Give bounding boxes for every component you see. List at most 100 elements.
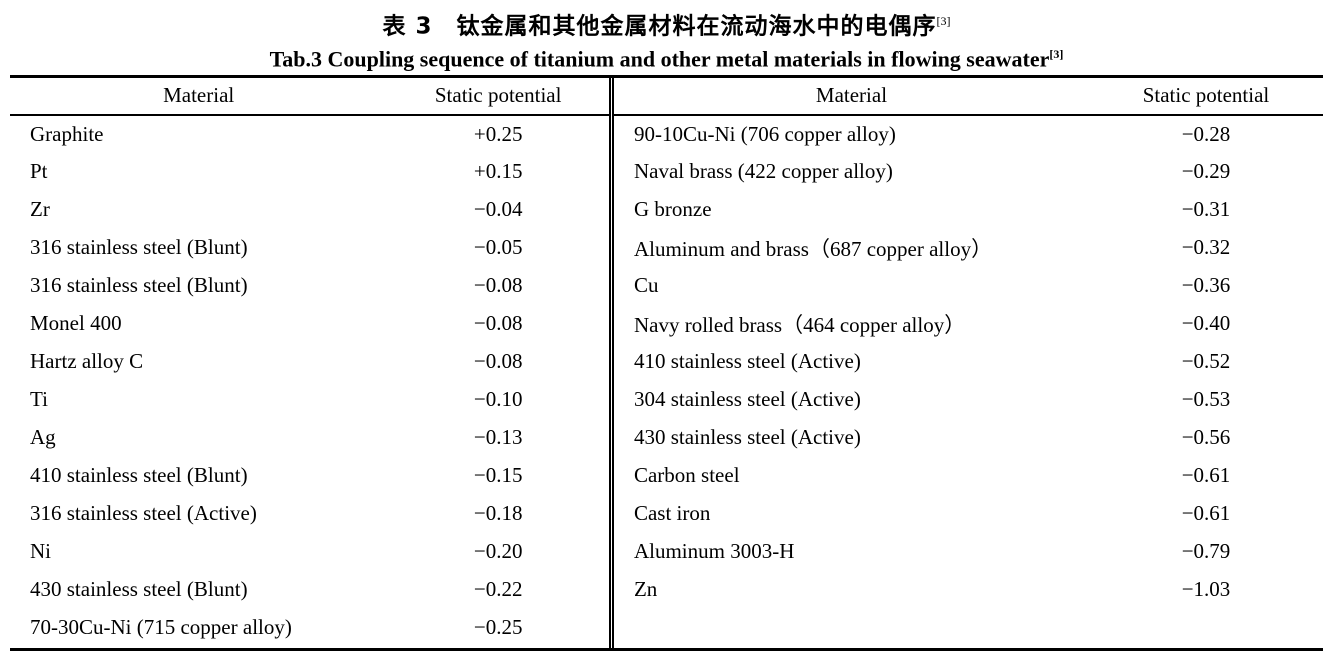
potential-cell: −0.32 xyxy=(1181,235,1231,260)
table-row: Naval brass (422 copper alloy) −0.29 xyxy=(614,153,1323,191)
material-cell: Graphite xyxy=(30,121,104,146)
potential-cell: −0.08 xyxy=(473,311,523,336)
material-cell: 316 stainless steel (Blunt) xyxy=(30,273,248,298)
table-row: 430 stainless steel (Active) −0.56 xyxy=(614,419,1323,457)
potential-cell: −0.10 xyxy=(473,387,523,412)
material-cell: 410 stainless steel (Active) xyxy=(633,349,861,374)
table-row: Ti −0.10 xyxy=(10,381,609,419)
table-right-half: Material Static potential 90-10Cu-Ni (70… xyxy=(613,77,1323,648)
potential-cell: −0.05 xyxy=(473,235,523,260)
table-row: 316 stainless steel (Blunt) −0.05 xyxy=(10,229,609,267)
left-table: Material Static potential Graphite +0.25 … xyxy=(10,77,609,647)
table-row: 316 stainless steel (Active) −0.18 xyxy=(10,495,609,533)
material-cell: Carbon steel xyxy=(633,463,740,488)
table-row: Cast iron −0.61 xyxy=(614,495,1323,533)
title-english-text: Tab.3 Coupling sequence of titanium and … xyxy=(269,45,1050,71)
material-cell: 316 stainless steel (Blunt) xyxy=(30,235,248,260)
right-table: Material Static potential 90-10Cu-Ni (70… xyxy=(613,77,1323,609)
material-cell: 90-10Cu-Ni (706 copper alloy) xyxy=(633,121,896,146)
material-cell: Cast iron xyxy=(633,501,711,526)
left-material-header: Material xyxy=(10,77,388,116)
material-cell: Monel 400 xyxy=(30,311,122,336)
right-header-row: Material Static potential xyxy=(613,77,1323,116)
material-cell: Aluminum 3003-H xyxy=(633,539,795,564)
left-potential-header: Static potential xyxy=(387,77,609,116)
table-row: Zn −1.03 xyxy=(614,571,1323,609)
coupling-sequence-table: Material Static potential Graphite +0.25 … xyxy=(10,74,1323,651)
material-cell: 316 stainless steel (Active) xyxy=(30,501,257,526)
potential-cell: −0.04 xyxy=(473,197,523,222)
table-row: Hartz alloy C −0.08 xyxy=(10,343,609,381)
title-chinese: 表 3 钛金属和其他金属材料在流动海水中的电偶序[3] xyxy=(0,7,1333,41)
material-cell: Zr xyxy=(30,197,50,222)
material-cell: 410 stainless steel (Blunt) xyxy=(30,463,248,488)
table-row: Pt +0.15 xyxy=(10,153,609,191)
left-header-row: Material Static potential xyxy=(10,77,609,116)
potential-cell: −0.52 xyxy=(1181,349,1231,374)
table-left-half: Material Static potential Graphite +0.25 … xyxy=(10,77,614,648)
title-chinese-citation: [3] xyxy=(936,14,951,28)
potential-cell: −0.18 xyxy=(473,501,523,526)
table-row: 410 stainless steel (Active) −0.52 xyxy=(614,343,1323,381)
table-row: 90-10Cu-Ni (706 copper alloy) −0.28 xyxy=(614,115,1323,153)
potential-cell: −0.79 xyxy=(1181,539,1231,564)
material-cell: 304 stainless steel (Active) xyxy=(633,387,861,412)
table-row: Monel 400 −0.08 xyxy=(10,305,609,343)
potential-cell: −0.40 xyxy=(1181,311,1231,336)
potential-cell: −0.61 xyxy=(1181,501,1231,526)
table-caption: 表 3 钛金属和其他金属材料在流动海水中的电偶序[3] Tab.3 Coupli… xyxy=(0,0,1333,72)
potential-cell: −0.28 xyxy=(1181,121,1231,146)
potential-cell: −0.61 xyxy=(1181,463,1231,488)
right-material-header: Material xyxy=(613,77,1089,116)
material-cell: Pt xyxy=(30,159,48,184)
table-row: Aluminum and brass（687 copper alloy） −0.3… xyxy=(614,229,1323,267)
table-row: Ni −0.20 xyxy=(10,533,609,571)
material-cell: Ag xyxy=(30,425,56,450)
table-row: Aluminum 3003-H −0.79 xyxy=(614,533,1323,571)
material-cell: Navy rolled brass（464 copper alloy） xyxy=(633,312,966,337)
table-row: Ag −0.13 xyxy=(10,419,609,457)
potential-cell: −0.22 xyxy=(473,577,523,602)
material-cell: Ti xyxy=(30,387,48,412)
title-english-citation: [3] xyxy=(1049,46,1064,61)
table-row: Zr −0.04 xyxy=(10,191,609,229)
table-row: 410 stainless steel (Blunt) −0.15 xyxy=(10,457,609,495)
title-english: Tab.3 Coupling sequence of titanium and … xyxy=(0,41,1333,72)
potential-cell: −0.31 xyxy=(1181,197,1231,222)
table-row: Graphite +0.25 xyxy=(10,115,609,153)
potential-cell: −0.53 xyxy=(1181,387,1231,412)
potential-cell: −0.25 xyxy=(473,615,523,640)
material-cell: Zn xyxy=(633,577,658,602)
title-chinese-text: 表 3 钛金属和其他金属材料在流动海水中的电偶序 xyxy=(382,13,937,40)
potential-cell: −0.56 xyxy=(1181,425,1231,450)
potential-cell: −0.13 xyxy=(473,425,523,450)
material-cell: Ni xyxy=(30,539,51,564)
potential-cell: −1.03 xyxy=(1181,577,1231,602)
right-potential-header: Static potential xyxy=(1089,77,1323,116)
potential-cell: −0.29 xyxy=(1181,159,1231,184)
table-row: 70-30Cu-Ni (715 copper alloy) −0.25 xyxy=(10,609,609,647)
potential-cell: +0.15 xyxy=(473,159,523,184)
table-row: 316 stainless steel (Blunt) −0.08 xyxy=(10,267,609,305)
table-row: G bronze −0.31 xyxy=(614,191,1323,229)
potential-cell: −0.08 xyxy=(473,349,523,374)
table-row: 430 stainless steel (Blunt) −0.22 xyxy=(10,571,609,609)
potential-cell: −0.20 xyxy=(473,539,523,564)
material-cell: Hartz alloy C xyxy=(30,349,144,374)
material-cell: Aluminum and brass（687 copper alloy） xyxy=(633,236,993,261)
material-cell: Cu xyxy=(633,273,659,298)
potential-cell: −0.15 xyxy=(473,463,523,488)
table-row: Navy rolled brass（464 copper alloy） −0.40 xyxy=(614,305,1323,343)
potential-cell: −0.08 xyxy=(473,273,523,298)
material-cell: G bronze xyxy=(633,197,712,222)
material-cell: 70-30Cu-Ni (715 copper alloy) xyxy=(30,615,292,640)
potential-cell: +0.25 xyxy=(473,121,523,146)
table-row: Cu −0.36 xyxy=(614,267,1323,305)
potential-cell: −0.36 xyxy=(1181,273,1231,298)
material-cell: 430 stainless steel (Active) xyxy=(633,425,861,450)
table-row: Carbon steel −0.61 xyxy=(614,457,1323,495)
material-cell: 430 stainless steel (Blunt) xyxy=(30,577,248,602)
material-cell: Naval brass (422 copper alloy) xyxy=(633,159,893,184)
table-row: 304 stainless steel (Active) −0.53 xyxy=(614,381,1323,419)
